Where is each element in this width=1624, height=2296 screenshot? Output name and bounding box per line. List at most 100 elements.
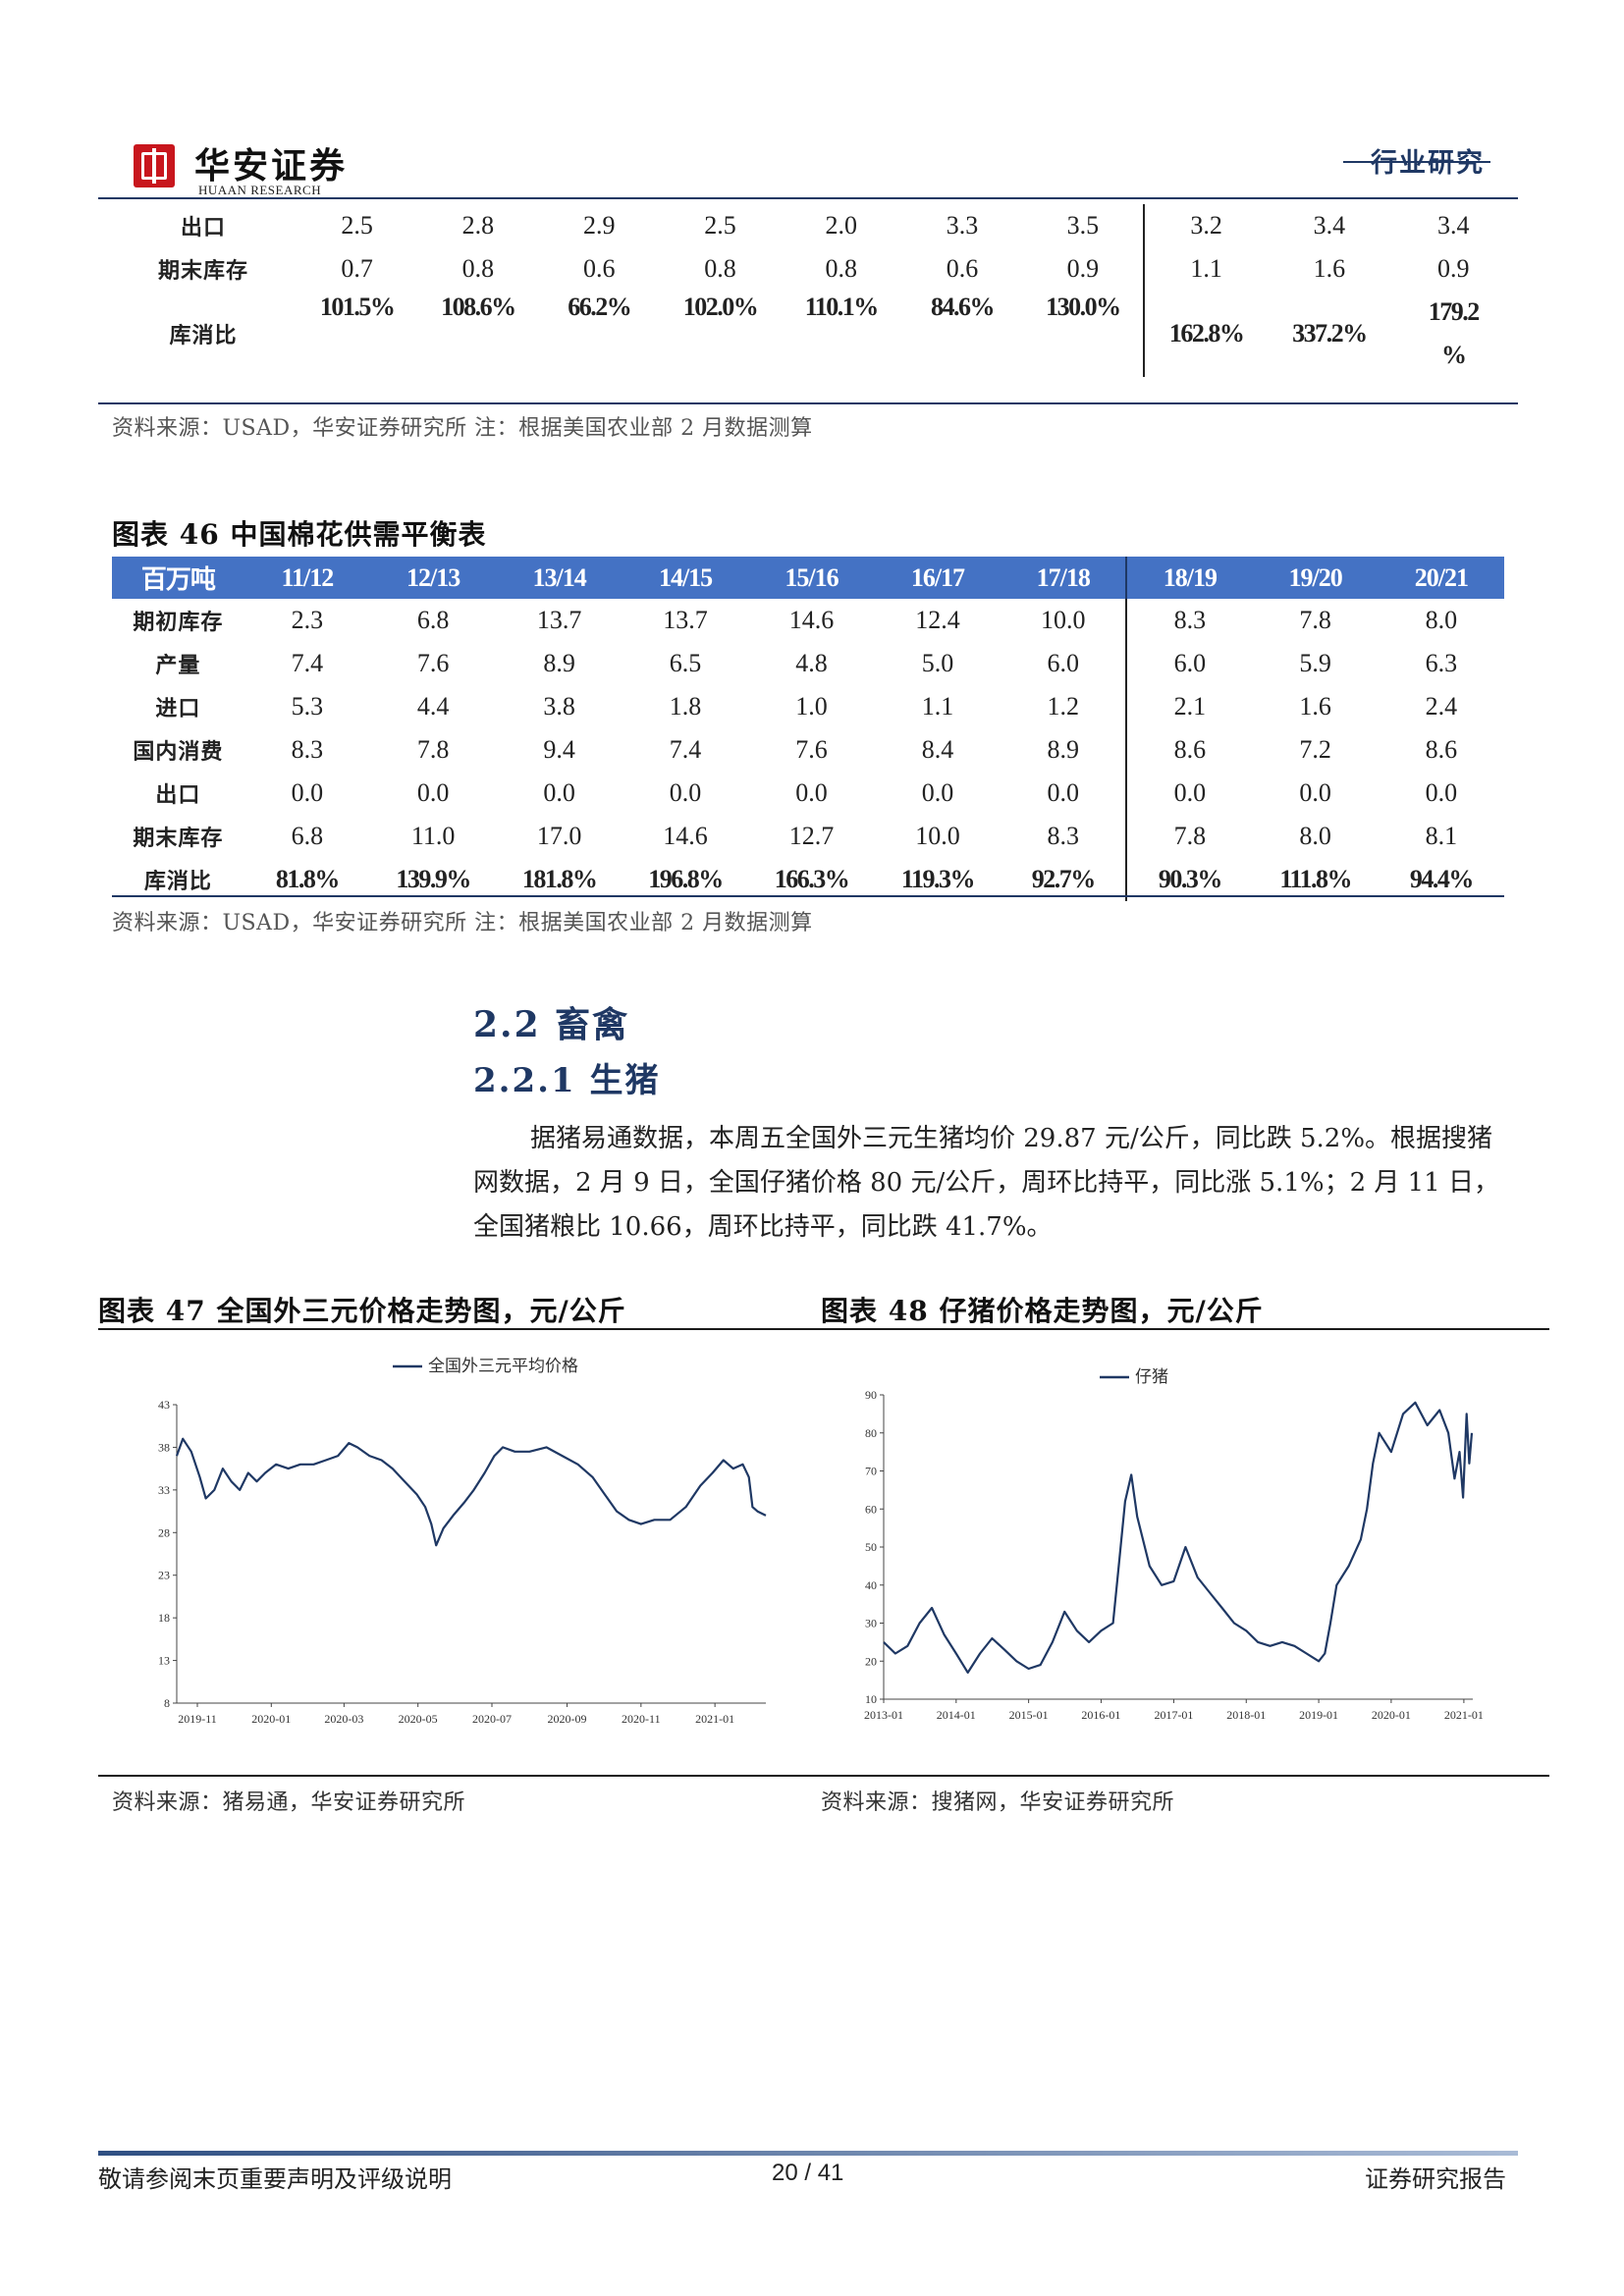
row-label: 国内消费	[133, 740, 224, 765]
table-cell: 94.4%	[1409, 865, 1475, 893]
table-cell: 3.8	[543, 692, 575, 721]
table-cell: 11.0	[410, 822, 456, 850]
table-row: 出口 2.5 2.8 2.9 2.5 2.0 3.3 3.5 3.2 3.4 3…	[110, 204, 1516, 247]
legend-label: 全国外三元平均价格	[428, 1357, 578, 1375]
table-row: 库消比 101.5% 108.6% 66.2% 102.0% 110.1% 84…	[110, 291, 1516, 377]
table-cell: 2.4	[1425, 692, 1458, 721]
footer-report-type: 证券研究报告	[1365, 2165, 1506, 2193]
y-tick-label: 33	[158, 1483, 170, 1497]
table-cell: 0.7	[341, 254, 373, 283]
series-line	[883, 1401, 1474, 1674]
table-cell: 101.5%	[319, 293, 396, 321]
table-cell: 8.9	[543, 649, 575, 677]
footer-rule	[98, 2151, 1518, 2156]
table-cell: 0.9	[1437, 254, 1470, 283]
y-tick-label: 20	[865, 1654, 877, 1668]
table-cell: 110.1%	[804, 293, 880, 321]
table-cell: 92.7%	[1031, 865, 1097, 893]
table-cell: 7.4	[291, 649, 324, 677]
table-cell: 5.3	[291, 692, 324, 721]
x-tick-label: 2020-01	[251, 1712, 291, 1726]
column-header: 14/15	[622, 557, 749, 599]
table-cell: 2.5	[341, 211, 373, 240]
table-cell: 6.8	[416, 606, 450, 634]
row-label: 出口	[180, 216, 226, 240]
y-tick-label: 8	[164, 1696, 170, 1710]
table-cell: 7.8	[1299, 606, 1331, 634]
y-tick-label: 70	[865, 1465, 877, 1478]
table-cell: 6.5	[669, 649, 702, 677]
table-cell: 84.6%	[931, 293, 996, 321]
table-cell: 8.4	[921, 735, 954, 764]
table-cell: 90.3%	[1125, 858, 1253, 901]
x-tick-label: 2015-01	[1009, 1708, 1049, 1722]
figure-48-caption: 图表 48 仔猪价格走势图，元/公斤	[821, 1295, 1264, 1327]
logo-subtext: HUAAN RESEARCH	[198, 183, 322, 197]
table-cell: 1.2	[1047, 692, 1079, 721]
table-46-caption: 图表 46 中国棉花供需平衡表	[112, 518, 487, 551]
x-tick-label: 2021-01	[1444, 1708, 1484, 1722]
table-cell: 0.0	[669, 778, 702, 807]
table-row: 期末库存 0.7 0.8 0.6 0.8 0.8 0.6 0.9 1.1 1.6…	[110, 247, 1516, 291]
column-header: 15/16	[748, 557, 875, 599]
paragraph-line: 网数据，2 月 9 日，全国仔猪价格 80 元/公斤，周环比持平，同比涨 5.1…	[473, 1168, 1499, 1198]
x-tick-label: 2017-01	[1154, 1708, 1193, 1722]
row-label: 库消比	[169, 324, 238, 348]
column-header: 19/20	[1252, 557, 1379, 599]
table-cell: 8.6	[1425, 735, 1458, 764]
page-number: 20 / 41	[772, 2160, 844, 2186]
table-cell: 0.0	[795, 778, 828, 807]
row-label: 库消比	[143, 870, 212, 894]
y-tick-label: 40	[865, 1578, 877, 1592]
table-cell: 1.6	[1299, 692, 1331, 721]
figure-48-source: 资料来源：搜猪网，华安证券研究所	[821, 1790, 1175, 1815]
footer-disclaimer: 敬请参阅末页重要声明及评级说明	[98, 2165, 452, 2193]
table-row: 进口 5.3 4.4 3.8 1.8 1.0 1.1 1.2 2.1 1.6 2…	[112, 685, 1504, 728]
table-cell: 0.0	[416, 778, 450, 807]
table-cell: 81.8%	[275, 865, 341, 893]
series-line	[175, 1437, 767, 1547]
table-cell: 108.6%	[441, 293, 516, 321]
unit-header: 百万吨	[112, 557, 244, 599]
header-accent-rule	[1343, 161, 1490, 163]
table-cell: 8.0	[1425, 606, 1458, 634]
x-tick-label: 2018-01	[1226, 1708, 1266, 1722]
table-row: 库消比 81.8% 139.9% 181.8% 196.8% 166.3% 11…	[112, 858, 1504, 901]
table-cell: 13.7	[663, 606, 708, 634]
x-tick-label: 2016-01	[1081, 1708, 1120, 1722]
x-tick-label: 2020-01	[1372, 1708, 1411, 1722]
x-tick-label: 2021-01	[695, 1712, 734, 1726]
table-cell: 6.0	[1047, 649, 1079, 677]
row-label: 期末库存	[157, 259, 248, 284]
table-row: 出口 0.0 0.0 0.0 0.0 0.0 0.0 0.0 0.0 0.0 0…	[112, 772, 1504, 815]
legend-label: 仔猪	[1135, 1367, 1168, 1386]
chart-figure-47: 8 13 18 23 28 33 38 43 2019-11 2020-01 2020-03 2020…	[158, 1357, 767, 1726]
table-cell: 139.9%	[396, 865, 471, 893]
table-46: 百万吨 11/12 12/13 13/14 14/15 15/16 16/17 …	[112, 557, 1504, 901]
table-cell: 0.0	[1299, 778, 1331, 807]
table-cell: 7.6	[416, 649, 450, 677]
table-cell: 0.6	[582, 254, 616, 283]
table-cell-wrapped: 179.2 %	[1391, 291, 1516, 377]
table-cell: 0.0	[1125, 772, 1253, 815]
table-cell: 1.6	[1313, 254, 1346, 283]
table-cell: 14.6	[788, 606, 835, 634]
table-cell: 0.0	[291, 778, 324, 807]
table-cell: 66.2%	[568, 293, 632, 321]
table-cell: 0.8	[704, 254, 736, 283]
column-header: 12/13	[369, 557, 497, 599]
row-label: 进口	[155, 697, 201, 721]
table-cell: 8.3	[1125, 599, 1253, 642]
table-45-bottom-rule	[98, 402, 1518, 404]
table-46-source: 资料来源：USAD，华安证券研究所 注：根据美国农业部 2 月数据测算	[112, 911, 813, 935]
table-cell: 102.0%	[682, 293, 759, 321]
figure-47-caption: 图表 47 全国外三元价格走势图，元/公斤	[98, 1295, 626, 1327]
table-cell: 14.6	[663, 822, 708, 850]
y-tick-label: 10	[865, 1692, 877, 1706]
table-cell: 3.4	[1313, 211, 1346, 240]
page-header: 华安证券 HUAAN RESEARCH 行业研究	[98, 135, 1492, 198]
table-cell: 2.0	[825, 211, 858, 240]
table-cell: 0.0	[543, 778, 575, 807]
table-cell: 8.6	[1125, 728, 1253, 772]
table-cell: 7.8	[1125, 815, 1253, 858]
